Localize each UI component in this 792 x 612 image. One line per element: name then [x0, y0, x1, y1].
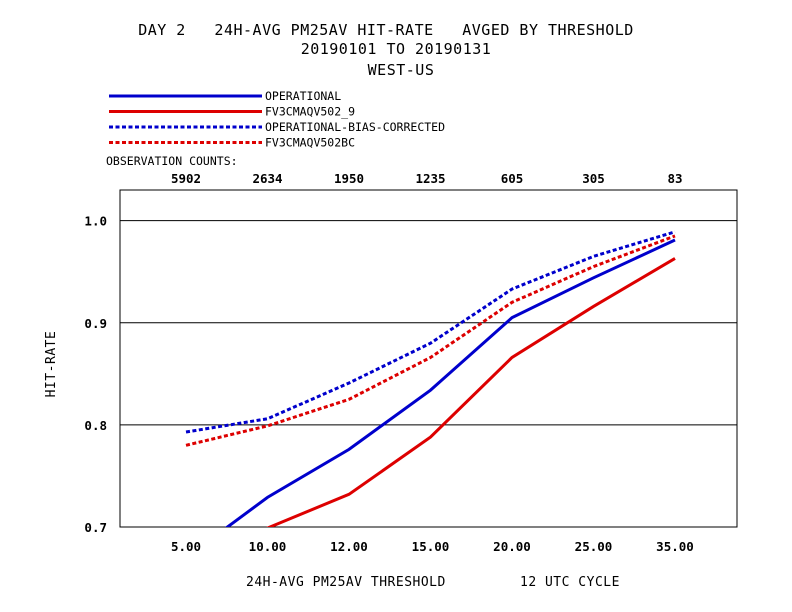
- y-tick-label: 0.7: [84, 520, 107, 535]
- legend-label: OPERATIONAL-BIAS-CORRECTED: [265, 120, 445, 134]
- gridlines: [120, 220, 737, 426]
- x-tick-label: 15.00: [412, 539, 450, 554]
- x-axis-title: 24H-AVG PM25AV THRESHOLD: [246, 575, 446, 590]
- plot-frame: [119, 189, 738, 528]
- series-line: [224, 238, 676, 527]
- chart-title-line1: DAY 2 24H-AVG PM25AV HIT-RATE AVGED BY T…: [138, 21, 634, 39]
- series-line: [185, 230, 676, 434]
- legend-label: FV3CMAQV502BC: [265, 136, 355, 150]
- x-tick-labels: 5.00 10.00 12.00 15.00 20.00 25.00 35.00: [171, 539, 694, 554]
- chart-title-line3: WEST-US: [368, 61, 435, 79]
- y-tick-label: 1.0: [84, 214, 107, 229]
- x-tick-label: 25.00: [575, 539, 613, 554]
- observation-count: 305: [582, 171, 605, 186]
- observation-counts: 5902 2634 1950 1235 605 305 83: [171, 171, 683, 186]
- observation-count: 605: [501, 171, 524, 186]
- y-tick-labels: 0.7 0.8 0.9 1.0: [84, 214, 107, 535]
- x-axis-cycle-label: 12 UTC CYCLE: [520, 575, 620, 590]
- x-tick-label: 12.00: [330, 539, 368, 554]
- y-axis-title: HIT-RATE: [44, 331, 59, 398]
- series-lines: [185, 230, 676, 527]
- observation-count: 83: [667, 171, 682, 186]
- observation-count: 2634: [252, 171, 282, 186]
- legend-label: FV3CMAQV502_9: [265, 105, 355, 119]
- observation-count: 5902: [171, 171, 201, 186]
- observation-counts-label: OBSERVATION COUNTS:: [106, 154, 238, 168]
- series-line: [266, 257, 676, 527]
- x-tick-label: 10.00: [249, 539, 287, 554]
- x-tick-label: 5.00: [171, 539, 201, 554]
- legend-label: OPERATIONAL: [265, 89, 341, 103]
- observation-count: 1950: [334, 171, 364, 186]
- y-tick-label: 0.9: [84, 316, 107, 331]
- series-line: [185, 234, 676, 447]
- x-tick-label: 20.00: [493, 539, 531, 554]
- observation-count: 1235: [415, 171, 445, 186]
- x-tick-label: 35.00: [656, 539, 694, 554]
- y-tick-label: 0.8: [84, 418, 107, 433]
- legend: OPERATIONAL FV3CMAQV502_9OPERATIONAL-BIAS…: [109, 89, 445, 150]
- chart-title-line2: 20190101 TO 20190131: [301, 40, 492, 58]
